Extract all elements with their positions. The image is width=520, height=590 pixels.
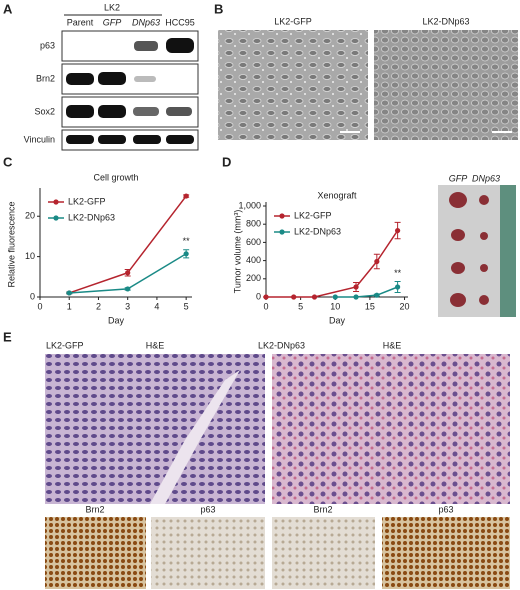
y-tick-label: 0: [256, 291, 261, 301]
x-tick-label: 5: [184, 301, 189, 311]
ihc-image: [45, 517, 146, 589]
chart-title: Cell growth: [93, 172, 138, 182]
marker: [183, 193, 189, 199]
panel-label: A: [3, 1, 13, 16]
panel-label: D: [222, 154, 231, 169]
marker: [332, 294, 338, 300]
row-label: p63: [40, 40, 55, 50]
ruler: [500, 185, 516, 317]
marker: [395, 227, 401, 234]
tumors: [449, 192, 489, 307]
lane-label: HCC95: [165, 17, 195, 27]
y-tick-label: 1,000: [238, 200, 261, 210]
annotation: **: [394, 268, 402, 278]
image-title: LK2-GFP: [46, 340, 84, 350]
y-tick-label: 400: [246, 255, 261, 265]
y-axis-label: Relative fluorescence: [6, 201, 16, 287]
panel-label: E: [3, 329, 12, 344]
x-tick-label: 0: [37, 301, 42, 311]
image-title: H&E: [383, 340, 402, 350]
blot-group: LK2: [104, 2, 120, 12]
x-tick-label: 15: [365, 301, 375, 311]
legend-label: LK2-GFP: [68, 196, 106, 206]
y-tick-label: 20: [25, 211, 35, 221]
legend-label: LK2-DNp63: [294, 226, 341, 236]
x-axis-label: Day: [108, 315, 125, 325]
marker: [183, 251, 189, 257]
x-tick-label: 4: [154, 301, 159, 311]
blot-bands: [66, 38, 194, 144]
x-tick-label: 2: [96, 301, 101, 311]
legend-marker: [53, 199, 59, 205]
ihc-image: [272, 517, 375, 589]
stain-label: p63: [438, 504, 453, 514]
series-line: [266, 230, 399, 298]
marker: [311, 294, 318, 300]
photo-label: GFP: [449, 173, 468, 183]
lane-label: Parent: [67, 17, 94, 27]
panel-label: B: [214, 1, 223, 16]
marker: [374, 258, 380, 265]
x-tick-label: 5: [298, 301, 303, 311]
marker: [353, 284, 359, 290]
legend-label: LK2-GFP: [294, 210, 332, 220]
image-title: LK2-GFP: [274, 16, 312, 26]
row-label: Brn2: [36, 73, 55, 83]
micrograph: [218, 30, 368, 140]
y-tick-label: 800: [246, 219, 261, 229]
micrograph: [374, 30, 518, 140]
legend-marker: [279, 213, 285, 219]
stain-label: Brn2: [85, 504, 104, 514]
marker: [395, 284, 401, 290]
histology-image: [272, 354, 510, 504]
x-tick-label: 20: [400, 301, 410, 311]
legend-marker: [279, 229, 285, 235]
marker: [125, 270, 131, 276]
x-tick-label: 1: [67, 301, 72, 311]
ihc-image: [151, 517, 265, 589]
legend-label: LK2-DNp63: [68, 212, 115, 222]
image-title: LK2-DNp63: [258, 340, 305, 350]
chart-title: Xenograft: [317, 190, 357, 200]
ihc-image: [382, 517, 510, 589]
stain-label: Brn2: [313, 504, 332, 514]
y-tick-label: 10: [25, 251, 35, 261]
legend-marker: [53, 215, 59, 221]
photo-label: DNp63: [472, 173, 500, 183]
series-line: [335, 286, 398, 298]
x-tick-label: 3: [125, 301, 130, 311]
marker: [263, 294, 269, 300]
row-label: Sox2: [34, 106, 55, 116]
row-label: Vinculin: [24, 134, 55, 144]
vessel: [150, 370, 240, 504]
marker: [291, 294, 297, 300]
panel-label: C: [3, 154, 13, 169]
y-axis-label: Tumor volume (mm³): [232, 210, 242, 294]
series-line: [68, 195, 187, 294]
lane-label: DNp63: [132, 17, 160, 27]
marker: [125, 286, 131, 292]
marker: [374, 292, 380, 298]
y-tick-label: 600: [246, 237, 261, 247]
lane-label: GFP: [103, 17, 122, 27]
image-title: H&E: [146, 340, 165, 350]
annotation: **: [183, 236, 191, 246]
x-axis-label: Day: [329, 315, 346, 325]
x-tick-label: 10: [330, 301, 340, 311]
stain-label: p63: [200, 504, 215, 514]
marker: [66, 290, 72, 296]
x-tick-label: 0: [263, 301, 268, 311]
y-tick-label: 0: [30, 291, 35, 301]
y-tick-label: 200: [246, 273, 261, 283]
image-title: LK2-DNp63: [422, 16, 469, 26]
marker: [353, 294, 359, 300]
